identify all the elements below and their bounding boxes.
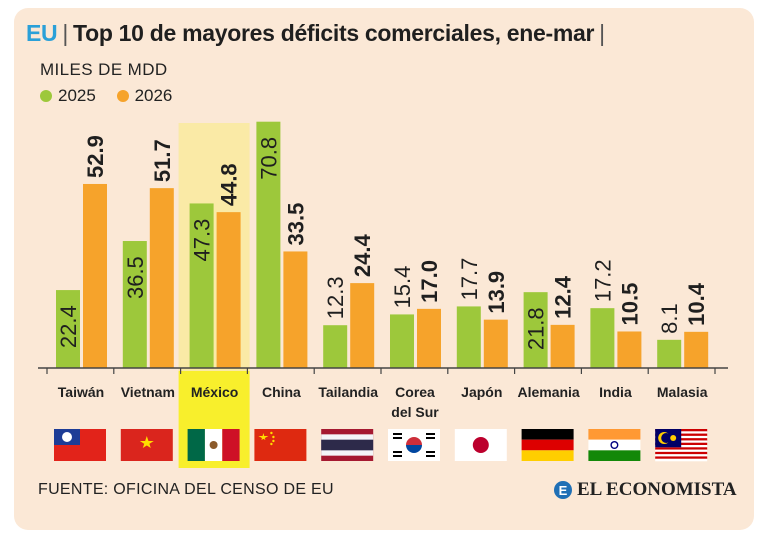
title-prefix: EU bbox=[26, 20, 58, 46]
bar-2026-alemania bbox=[550, 324, 575, 368]
value-label-2026-taiwan: 52.9 bbox=[83, 135, 108, 178]
category-label-china: China bbox=[262, 384, 301, 400]
bar-2025-corea-del-sur bbox=[390, 314, 414, 368]
bar-2026-corea-del-sur bbox=[417, 308, 441, 368]
category-label-malasia: Malasia bbox=[657, 384, 708, 400]
value-label-2026-india: 10.5 bbox=[617, 283, 642, 326]
category-label-japon: Japón bbox=[461, 384, 502, 400]
value-label-2025-malasia: 8.1 bbox=[657, 303, 682, 334]
taiwan-flag-icon bbox=[54, 429, 106, 461]
category-label-vietnam: Vietnam bbox=[121, 384, 175, 400]
malaysia-flag-icon bbox=[655, 429, 708, 462]
bar-2026-taiwan bbox=[83, 183, 107, 368]
legend-swatch-2026 bbox=[116, 90, 129, 102]
value-label-2025-alemania: 21.8 bbox=[524, 307, 549, 350]
legend: 2025 2026 bbox=[40, 86, 188, 107]
brand-logo-icon: E bbox=[554, 481, 572, 499]
category-label-tailandia: Tailandia bbox=[318, 384, 378, 400]
category-label-taiwan: Taiwán bbox=[58, 384, 104, 400]
bar-2026-mexico bbox=[216, 212, 241, 368]
value-label-2026-vietnam: 51.7 bbox=[150, 139, 175, 182]
germany-flag-icon bbox=[521, 429, 574, 461]
legend-label-2025: 2025 bbox=[58, 86, 96, 105]
bar-2025-japon bbox=[456, 306, 481, 368]
bar-2025-china bbox=[256, 121, 281, 369]
value-label-2025-japon: 17.7 bbox=[457, 258, 482, 301]
source-note: FUENTE: OFICINA DEL CENSO DE EU bbox=[38, 481, 334, 498]
japan-flag-icon bbox=[454, 429, 507, 461]
value-label-2026-japon: 13.9 bbox=[484, 271, 509, 314]
value-label-2025-tailandia: 12.3 bbox=[323, 276, 348, 319]
title-text: Top 10 de mayores déficits comerciales, … bbox=[73, 20, 595, 46]
vietnam-flag-icon bbox=[120, 429, 173, 461]
category-label-alemania: Alemania bbox=[517, 384, 579, 400]
south-korea-flag-icon bbox=[388, 429, 440, 461]
india-flag-icon bbox=[588, 429, 641, 461]
value-label-2026-china: 33.5 bbox=[283, 203, 308, 246]
legend-label-2026: 2026 bbox=[134, 86, 173, 105]
value-label-2026-corea-del-sur: 17.0 bbox=[417, 260, 442, 303]
bar-2025-malasia bbox=[657, 339, 682, 368]
bar-2026-malasia bbox=[684, 331, 709, 368]
value-label-2025-taiwan: 22.4 bbox=[56, 305, 81, 348]
value-label-2025-corea-del-sur: 15.4 bbox=[390, 266, 415, 309]
value-label-2025-vietnam: 36.5 bbox=[123, 256, 148, 299]
bar-2026-india bbox=[617, 331, 642, 368]
value-label-2025-china: 70.8 bbox=[256, 137, 281, 180]
category-label-corea-del-sur-line1: Corea bbox=[395, 384, 435, 400]
value-label-2026-mexico: 44.8 bbox=[217, 163, 242, 206]
bar-2025-vietnam bbox=[122, 241, 147, 368]
china-flag-icon bbox=[254, 429, 307, 461]
brand-name: EL ECONOMISTA bbox=[577, 479, 737, 500]
category-label-corea-del-sur-line2: del Sur bbox=[391, 404, 439, 420]
value-label-2026-tailandia: 24.4 bbox=[350, 234, 375, 278]
value-label-2026-malasia: 10.4 bbox=[684, 282, 709, 326]
title-separator-left: | bbox=[62, 20, 69, 46]
chart-title: EU | Top 10 de mayores déficits comerciale… bbox=[26, 20, 610, 47]
category-label-india: India bbox=[599, 384, 632, 400]
value-label-2026-alemania: 12.4 bbox=[551, 275, 576, 319]
unit-label: MILES DE MDD bbox=[40, 60, 168, 79]
mexico-flag-icon bbox=[187, 429, 240, 461]
bar-2025-india bbox=[590, 308, 615, 368]
title-separator-right: | bbox=[599, 20, 605, 46]
legend-item-2025: 2025 bbox=[40, 86, 96, 106]
bar-2025-mexico bbox=[189, 203, 214, 368]
category-label-mexico: México bbox=[191, 384, 238, 400]
bar-2026-japon bbox=[483, 319, 508, 368]
legend-item-2026: 2026 bbox=[116, 86, 173, 106]
value-label-2025-mexico: 47.3 bbox=[190, 219, 215, 262]
bar-2026-vietnam bbox=[149, 188, 174, 368]
legend-swatch-2025 bbox=[40, 90, 52, 102]
bar-2025-tailandia bbox=[323, 325, 348, 368]
thailand-flag-icon bbox=[321, 429, 374, 461]
bar-2026-tailandia bbox=[350, 283, 375, 368]
bar-2025-taiwan bbox=[56, 290, 80, 368]
value-label-2025-india: 17.2 bbox=[590, 259, 615, 302]
bar-2026-china bbox=[283, 251, 308, 368]
bar-2025-alemania bbox=[523, 292, 548, 368]
brand-logo: E EL ECONOMISTA bbox=[554, 479, 737, 501]
